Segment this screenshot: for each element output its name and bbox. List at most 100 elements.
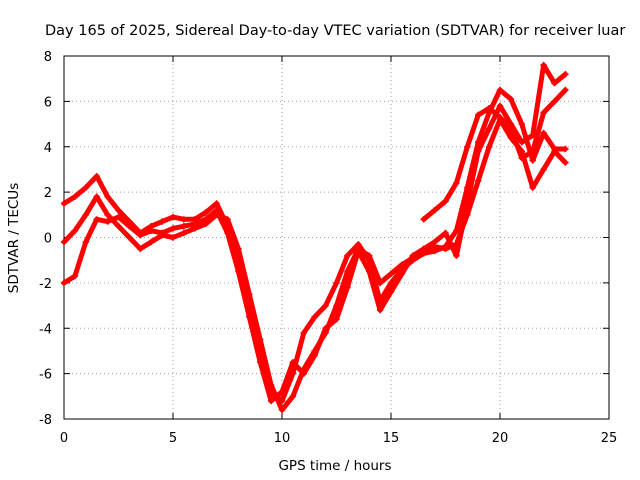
data-point [366,268,373,275]
y-tick-label: -2 [39,277,52,292]
data-point [180,223,188,230]
data-point [137,245,144,252]
data-point [529,148,536,155]
data-point [82,211,89,218]
data-point [93,193,100,200]
data-point [562,71,569,78]
grid-lines [64,56,609,419]
axis-ticks [63,55,610,420]
data-point [311,352,318,359]
data-series [60,61,569,414]
data-point [202,216,209,223]
data-point [344,252,351,259]
data-point [453,227,460,234]
data-point [246,313,253,321]
data-point [322,302,329,309]
data-point [551,145,558,153]
x-tick-label: 15 [383,431,400,446]
data-point [420,245,427,252]
data-point [93,216,100,223]
x-tick-labels: 0 5 10 15 20 25 [60,431,617,446]
data-point [475,177,482,184]
data-point [442,243,449,250]
y-tick-labels: -8 -6 -4 -2 0 2 4 6 8 [39,50,52,428]
data-point [431,238,438,246]
data-point [60,279,68,287]
data-point [376,279,384,287]
data-point [355,247,362,255]
data-point [431,247,438,255]
data-point [158,218,166,225]
y-axis-label: SDTVAR / TECUs [6,183,22,293]
data-point [485,105,493,112]
y-tick-label: -4 [39,322,52,337]
data-point [300,370,307,377]
data-point [442,198,449,205]
y-tick-label: 2 [44,186,52,201]
series-trace-3 [60,61,569,405]
series-line [421,87,568,222]
data-point [562,86,569,94]
data-point [300,329,307,336]
data-point [518,154,525,162]
data-point [344,284,351,291]
data-point [60,200,68,207]
data-point [387,288,395,296]
data-point [158,229,166,237]
data-point [562,159,569,166]
data-point [431,207,438,214]
data-point [191,220,198,228]
data-point [148,238,155,246]
data-point [529,184,536,191]
data-point [115,213,122,221]
data-point [475,148,482,155]
data-point [496,114,504,121]
data-point [60,238,68,246]
data-point [540,109,547,116]
data-point [71,227,79,234]
x-tick-label: 5 [169,431,177,446]
data-point [529,157,536,164]
series-line [61,117,568,413]
data-point [485,125,493,132]
chart-title: Day 165 of 2025, Sidereal Day-to-day VTE… [45,23,625,39]
data-point [202,209,209,216]
data-point [126,223,133,230]
data-point [169,213,177,221]
data-point [213,200,220,207]
data-point [267,397,275,405]
data-point [562,145,569,153]
data-point [540,129,547,137]
data-point [115,207,122,214]
y-tick-label: -8 [39,413,52,428]
data-point [496,86,504,94]
data-point [464,200,471,207]
data-point [104,218,111,225]
data-point [507,95,515,103]
data-point [104,193,111,200]
y-tick-label: 4 [44,141,52,156]
data-point [551,80,558,87]
series-trace-4 [420,86,569,223]
data-point [169,234,177,241]
data-point [398,270,406,277]
x-axis-label: GPS time / hours [278,458,391,474]
data-point [464,143,471,150]
data-point [540,166,547,173]
data-point [442,229,449,237]
series-trace-2 [60,86,569,405]
data-point [71,272,79,280]
data-point [409,252,416,259]
data-point [169,225,177,232]
data-point [180,216,188,223]
data-point [115,223,122,230]
data-point [366,257,373,264]
data-point [93,173,100,180]
data-point [224,229,231,237]
data-point [485,143,493,150]
y-tick-label: 0 [44,232,52,247]
data-point [257,359,264,366]
data-point [518,120,525,128]
data-point [376,306,384,314]
